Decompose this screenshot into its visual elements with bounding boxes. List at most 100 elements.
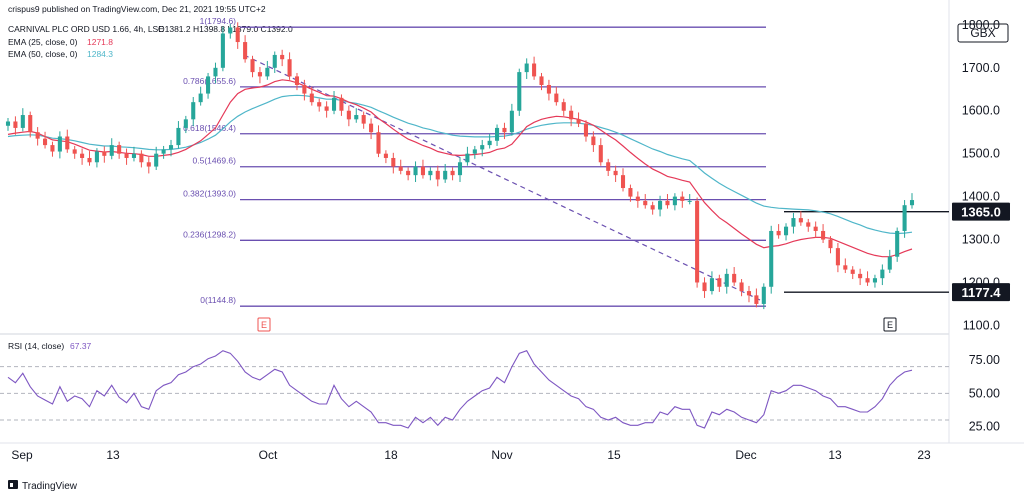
candle-body: [80, 153, 85, 158]
candle-body: [495, 127, 500, 141]
horizontal-levels[interactable]: 1365.0 1177.4: [784, 202, 1010, 302]
candle-body: [887, 256, 892, 270]
published-by-label: crispus9 published on TradingView.com, D…: [8, 4, 266, 14]
candle-body: [5, 121, 11, 126]
earnings-marker[interactable]: E: [257, 317, 271, 332]
candle-body: [754, 295, 759, 304]
time-axis[interactable]: Sep 13 Oct 18 Nov 15 Dec 13 23: [11, 448, 931, 462]
rsi-axis[interactable]: 25.00 50.00 75.00: [0, 353, 1000, 434]
candle-body: [687, 200, 692, 202]
time-tick-label: Sep: [11, 448, 33, 462]
candle-body: [406, 170, 411, 176]
candle-body: [317, 102, 322, 107]
candle-body: [94, 151, 99, 163]
candle-body: [413, 166, 418, 176]
candle-body: [902, 205, 907, 231]
candle-body: [243, 42, 248, 60]
candle-body: [569, 110, 574, 120]
candle-body: [909, 200, 915, 206]
candle-body: [176, 127, 181, 146]
candle-body: [435, 170, 440, 180]
price-tick-label: 1800.0: [962, 18, 1000, 32]
candle-body: [213, 67, 218, 77]
candle-body: [746, 291, 752, 296]
ema50-legend-label[interactable]: EMA (50, close, 0): [8, 49, 78, 59]
ema50-line: [7, 94, 913, 235]
candle-body: [643, 200, 648, 206]
candle-body: [658, 200, 663, 210]
candle-body: [376, 132, 381, 154]
candle-body: [272, 54, 277, 68]
candle-body: [457, 162, 463, 176]
ema25-polyline: [7, 79, 913, 258]
ema25-legend-label[interactable]: EMA (25, close, 0): [8, 37, 78, 47]
candle-body: [168, 145, 174, 150]
candle-body: [724, 273, 729, 287]
time-tick-label: Dec: [735, 448, 756, 462]
candle-body: [880, 269, 885, 279]
time-tick-label: Oct: [259, 448, 278, 462]
candle-body: [206, 76, 211, 94]
candle-body: [680, 196, 685, 201]
candle-body: [43, 138, 48, 146]
ohlc-values: O1381.2 H1398.8 L1379.0 C1392.0: [158, 24, 293, 34]
currency-label: GBX: [970, 26, 995, 40]
candle-body: [28, 115, 33, 133]
time-tick-label: 23: [917, 448, 931, 462]
candle-body: [791, 218, 796, 227]
candle-body: [57, 136, 62, 152]
candle-body: [265, 67, 270, 77]
candle-body: [183, 119, 188, 128]
svg-text:E: E: [887, 320, 893, 330]
candle-body: [546, 84, 551, 94]
candle-body: [798, 218, 803, 223]
currency-box[interactable]: [957, 23, 1009, 43]
candle-body: [532, 63, 537, 77]
ema25-line: [7, 79, 913, 258]
svg-text:E: E: [261, 320, 267, 330]
candle-body: [65, 136, 70, 150]
candle-body: [139, 153, 144, 163]
candle-body: [294, 76, 300, 85]
candle-body: [280, 54, 285, 60]
fibonacci-retracement[interactable]: 1(1794.6)0.786(1655.6)0.618(1546.4)0.5(1…: [183, 16, 766, 307]
candle-body: [35, 132, 40, 139]
candle-body: [87, 157, 92, 163]
candle-body: [383, 153, 388, 158]
rsi-tick-label: 50.00: [969, 386, 1000, 400]
candlestick-series: [5, 22, 915, 310]
earnings-marker[interactable]: E: [883, 317, 897, 332]
candle-body: [872, 278, 877, 283]
candle-body: [391, 157, 396, 167]
ema50-polyline: [7, 94, 913, 235]
time-tick-label: 18: [384, 448, 398, 462]
candle-body: [672, 196, 677, 206]
candle-body: [583, 123, 589, 137]
candle-body: [480, 145, 485, 150]
rsi-line: [7, 350, 913, 429]
candle-body: [628, 188, 633, 197]
candle-body: [109, 145, 114, 156]
level-tag-label: 1177.4: [961, 285, 1001, 300]
candle-body: [761, 286, 766, 304]
rsi-tick-label: 25.00: [969, 420, 1000, 434]
brand-label: TradingView: [22, 481, 78, 492]
candle-body: [146, 162, 151, 167]
candle-body: [228, 27, 233, 34]
candle-body: [517, 72, 522, 111]
candle-body: [613, 170, 618, 176]
candle-body: [828, 239, 833, 249]
candle-body: [309, 93, 314, 103]
price-tick-label: 1300.0: [962, 233, 1000, 247]
candle-body: [487, 140, 492, 146]
candle-body: [398, 166, 403, 171]
candle-body: [835, 248, 840, 266]
candle-body: [502, 127, 507, 133]
ema25-legend-value: 1271.8: [87, 37, 113, 47]
candle-body: [709, 278, 714, 292]
rsi-legend-label[interactable]: RSI (14, close): [8, 341, 64, 351]
tradingview-logo-icon: [8, 480, 18, 489]
price-tick-label: 1400.0: [962, 190, 1000, 204]
